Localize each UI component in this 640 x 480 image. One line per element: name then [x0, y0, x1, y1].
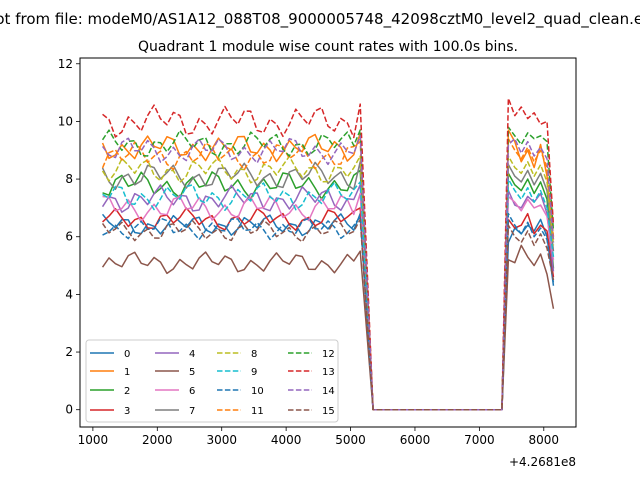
legend-label-0: 0 [124, 349, 130, 360]
tick-layer: 1000 2000 3000 4000 5000 6000 7000 800002468101… [58, 57, 559, 447]
y-tick-label-6: 6 [65, 230, 73, 244]
x-tick-label-6000: 6000 [400, 433, 431, 447]
y-tick-label-4: 4 [65, 287, 73, 301]
axes-frame [79, 57, 577, 428]
legend-label-3: 3 [124, 406, 130, 417]
plot-title: Quadrant 1 module wise count rates with … [138, 39, 518, 55]
legend-label-5: 5 [189, 367, 195, 378]
y-tick-label-12: 12 [58, 57, 73, 71]
legend-label-12: 12 [322, 349, 335, 360]
legend-label-8: 8 [251, 349, 257, 360]
series-line-11 [101, 137, 555, 411]
y-tick-label-2: 2 [65, 345, 73, 359]
x-tick-label-5000: 5000 [335, 433, 366, 447]
x-offset-label: +4.2681e8 [509, 455, 576, 469]
y-tick-label-0: 0 [65, 403, 73, 417]
legend-label-15: 15 [322, 406, 335, 417]
legend-label-10: 10 [251, 386, 264, 397]
legend-label-14: 14 [322, 386, 335, 397]
series-line-15 [101, 218, 555, 411]
legend-label-9: 9 [251, 367, 257, 378]
x-tick-label-8000: 8000 [529, 433, 560, 447]
legend-label-13: 13 [322, 367, 335, 378]
legend-label-2: 2 [124, 386, 130, 397]
legend-label-7: 7 [189, 406, 195, 417]
y-tick-label-8: 8 [65, 172, 73, 186]
x-tick-label-2000: 2000 [142, 433, 173, 447]
legend-label-6: 6 [189, 386, 195, 397]
x-tick-label-1000: 1000 [78, 433, 109, 447]
x-tick-label-7000: 7000 [464, 433, 495, 447]
legend-box [85, 339, 339, 423]
legend-label-4: 4 [189, 349, 195, 360]
legend-label-1: 1 [124, 367, 130, 378]
figure-suptitle: Plot from file: modeM0/AS1A12_088T08_900… [0, 10, 640, 29]
x-tick-label-3000: 3000 [206, 433, 237, 447]
x-tick-label-4000: 4000 [271, 433, 302, 447]
legend-label-11: 11 [251, 406, 264, 417]
y-tick-label-10: 10 [58, 114, 73, 128]
series-layer [101, 97, 555, 411]
